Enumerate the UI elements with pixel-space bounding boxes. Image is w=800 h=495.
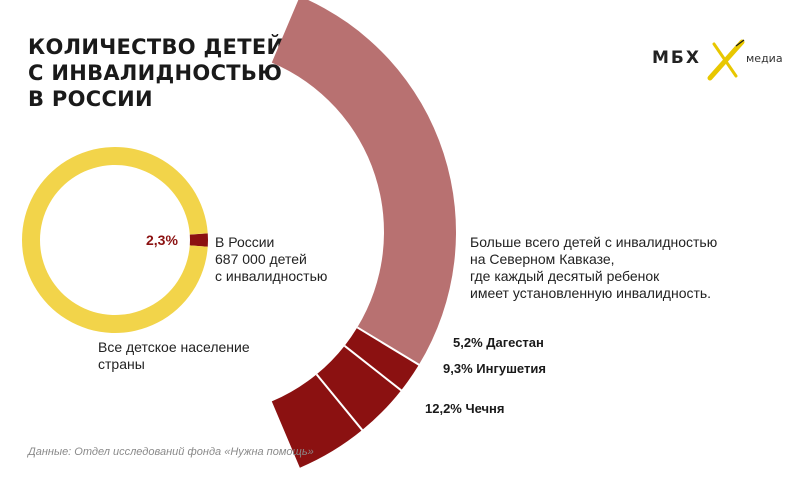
brand-logo: МБХ медиа (652, 38, 783, 82)
description-line-2: на Северном Кавказе, (470, 251, 615, 267)
russia-label: В России 687 000 детей с инвалидностью (215, 234, 327, 285)
russia-label-line-2: 687 000 детей (215, 251, 307, 267)
title-line-3: В РОССИИ (28, 87, 153, 111)
segment-label-ingushetia: 9,3% Ингушетия (443, 361, 546, 376)
description-line-1: Больше всего детей с инвалидностью (470, 234, 718, 250)
arc-segment-dagestan (344, 327, 419, 391)
population-label-line-2: страны (98, 356, 145, 372)
population-label: Все детское население страны (98, 339, 250, 373)
logo-subtext: медиа (746, 52, 783, 65)
description-line-4: имеет установленную инвалидность. (470, 285, 712, 301)
arc-separator-1 (315, 373, 364, 432)
russia-label-line-1: В России (215, 234, 275, 250)
donut-slice-disabled-children (189, 233, 208, 247)
arc-segment-ingushetia (316, 345, 402, 431)
russia-percent-label: 2,3% (146, 232, 178, 248)
population-label-line-1: Все детское население (98, 339, 250, 355)
x-mark-icon (707, 39, 745, 81)
segment-label-chechnya: 12,2% Чечня (425, 401, 505, 416)
segment-label-dagestan: 5,2% Дагестан (453, 335, 544, 350)
title-line-1: КОЛИЧЕСТВО ДЕТЕЙ (28, 35, 285, 59)
caucasus-description: Больше всего детей с инвалидностью на Се… (470, 234, 717, 302)
arc-segment-chechnya (271, 374, 363, 468)
donut-slice-all-children (21, 147, 208, 333)
arc-separator-3 (356, 326, 421, 367)
arc-separator-2 (343, 345, 403, 392)
arc-segment-rest (271, 0, 456, 365)
description-line-3: где каждый десятый ребенок (470, 268, 660, 284)
logo-text: МБХ (652, 48, 701, 68)
title-line-2: С ИНВАЛИДНОСТЬЮ (28, 61, 283, 85)
page-title: КОЛИЧЕСТВО ДЕТЕЙ С ИНВАЛИДНОСТЬЮ В РОССИ… (28, 34, 284, 112)
data-source: Данные: Отдел исследований фонда «Нужна … (28, 446, 314, 458)
russia-label-line-3: с инвалидностью (215, 268, 328, 284)
